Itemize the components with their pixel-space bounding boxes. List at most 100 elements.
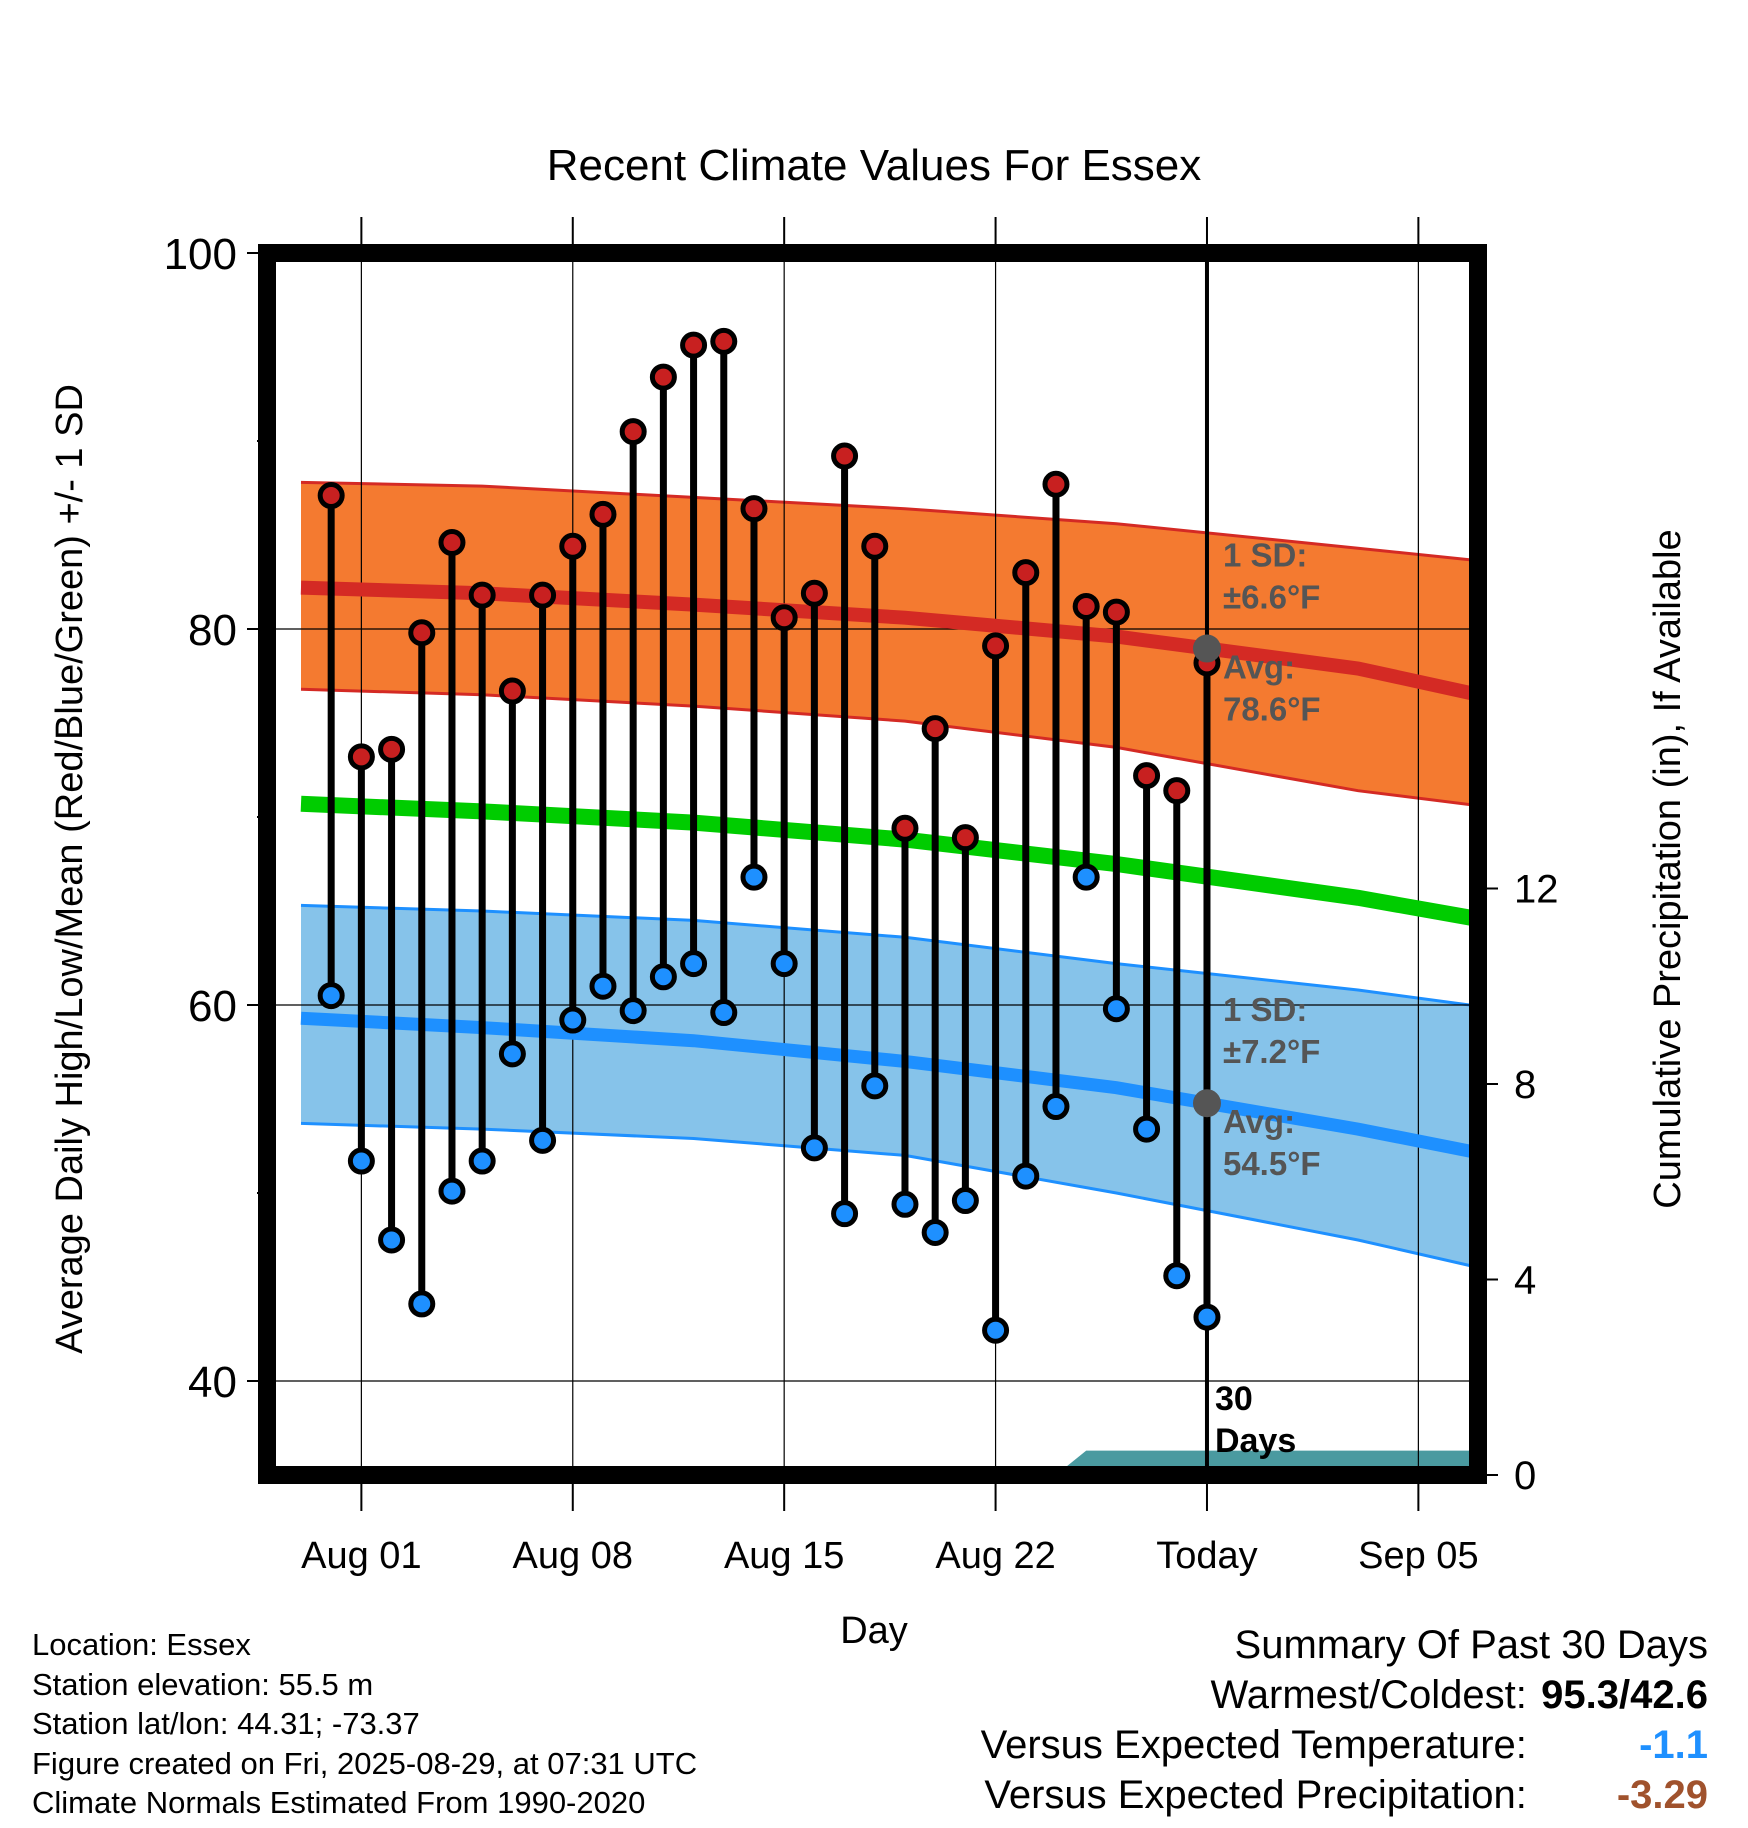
daily-high-point <box>619 418 647 446</box>
x-tick-label: Today <box>1156 1535 1257 1577</box>
daily-high-point <box>498 677 526 705</box>
y2-tick-label: 12 <box>1514 867 1559 911</box>
y-tick-label: 80 <box>188 606 237 655</box>
temp-label: Versus Expected Temperature: <box>980 1723 1527 1767</box>
daily-high-point <box>529 581 557 609</box>
y-axis-label: Average Daily High/Low/Mean (Red/Blue/Gr… <box>49 384 91 1354</box>
high-avg-annotation-value: 78.6°F <box>1223 691 1321 728</box>
daily-low-point <box>831 1200 859 1228</box>
daily-high-point <box>982 632 1010 660</box>
daily-low-point <box>710 999 738 1027</box>
high-sd-upper-edge <box>300 480 1478 563</box>
x-tick-label: Aug 08 <box>513 1535 633 1577</box>
daily-low-point <box>1133 1115 1161 1143</box>
summary-title: Summary Of Past 30 Days <box>1234 1623 1708 1667</box>
plot-area: 1 SD: ±6.6°F Avg: 78.6°F 1 SD: ±7.2°F Avg: 54.5… <box>164 217 1559 1577</box>
daily-low-point <box>740 863 768 891</box>
daily-high-point <box>861 532 889 560</box>
daily-low-point <box>438 1177 466 1205</box>
today-normal-high-dot <box>1192 634 1221 663</box>
chart-title: Recent Climate Values For Essex <box>547 141 1202 190</box>
daily-high-point <box>1133 762 1161 790</box>
daily-high-point <box>1163 777 1191 805</box>
y2-tick-label: 0 <box>1514 1454 1536 1498</box>
daily-high-point <box>649 363 677 391</box>
daily-high-point <box>589 500 617 528</box>
daily-high-point <box>317 482 345 510</box>
daily-low-point <box>951 1187 979 1215</box>
low-sd-band <box>301 905 1478 1268</box>
daily-low-point <box>1042 1093 1070 1121</box>
daily-high-point <box>680 331 708 359</box>
summary-panel: Summary Of Past 30 Days Warmest/Coldest:… <box>981 1620 1708 1820</box>
today-days-number: 30 <box>1215 1380 1253 1418</box>
daily-high-point <box>831 442 859 470</box>
precip-label: Versus Expected Precipitation: <box>984 1773 1527 1817</box>
daily-low-point <box>1102 995 1130 1023</box>
station-elevation: Station elevation: 55.5 m <box>32 1666 374 1702</box>
normals-period: Climate Normals Estimated From 1990-2020 <box>32 1785 646 1820</box>
daily-high-point <box>800 579 828 607</box>
y-tick-label: 40 <box>188 1358 237 1407</box>
daily-low-point <box>408 1290 436 1318</box>
daily-high-point <box>468 581 496 609</box>
daily-high-point <box>438 529 466 557</box>
today-days-word: Days <box>1215 1422 1296 1460</box>
daily-low-point <box>498 1040 526 1068</box>
low-avg-annotation-value: 54.5°F <box>1223 1145 1321 1182</box>
warm-cold-value: 95.3/42.6 <box>1541 1673 1708 1717</box>
daily-high-point <box>559 532 587 560</box>
x-tick-label: Aug 15 <box>724 1535 844 1577</box>
daily-low-point <box>982 1316 1010 1344</box>
summary-temp-row: Versus Expected Temperature: -1.1 <box>981 1720 1708 1770</box>
daily-low-point <box>1163 1262 1191 1290</box>
daily-low-point <box>1072 863 1100 891</box>
y2-axis-label: Cumulative Precipitation (in), If Availa… <box>1647 529 1689 1208</box>
daily-low-point <box>1193 1303 1221 1331</box>
daily-low-point <box>921 1218 949 1246</box>
y2-tick-label: 8 <box>1514 1063 1536 1107</box>
warm-cold-label: Warmest/Coldest: <box>1210 1673 1527 1717</box>
daily-low-point <box>559 1006 587 1034</box>
daily-high-point <box>1042 470 1070 498</box>
temp-value: -1.1 <box>1639 1723 1708 1767</box>
daily-high-point <box>1102 598 1130 626</box>
daily-high-point <box>710 327 738 355</box>
daily-high-point <box>347 743 375 771</box>
y-tick-label: 60 <box>188 982 237 1031</box>
daily-high-point <box>770 604 798 632</box>
daily-high-point <box>740 495 768 523</box>
low-sd-annotation-label: 1 SD: <box>1223 991 1307 1028</box>
x-tick-label: Aug 22 <box>935 1535 1055 1577</box>
figure-created: Figure created on Fri, 2025-08-29, at 07… <box>32 1745 698 1781</box>
daily-low-point <box>589 972 617 1000</box>
daily-high-point <box>891 814 919 842</box>
today-normal-low-dot <box>1192 1089 1221 1118</box>
daily-high-point <box>378 735 406 763</box>
daily-low-point <box>347 1147 375 1175</box>
x-tick-label: Aug 01 <box>301 1535 421 1577</box>
daily-low-point <box>800 1134 828 1162</box>
daily-high-point <box>951 824 979 852</box>
station-location: Location: Essex <box>32 1627 251 1662</box>
daily-high-point <box>1012 559 1040 587</box>
daily-low-point <box>529 1126 557 1154</box>
daily-low-point <box>891 1190 919 1218</box>
high-sd-band <box>301 482 1478 806</box>
station-info: Location: Essex Station elevation: 55.5 … <box>32 1625 697 1823</box>
y-tick-label: 100 <box>164 230 237 279</box>
daily-high-point <box>921 715 949 743</box>
summary-warm-cold-row: Warmest/Coldest: 95.3/42.6 <box>981 1670 1709 1720</box>
plot-content: 1 SD: ±6.6°F Avg: 78.6°F 1 SD: ±7.2°F Avg: 54.5… <box>267 253 1478 1475</box>
x-tick-label: Sep 05 <box>1358 1535 1478 1577</box>
daily-low-point <box>680 950 708 978</box>
high-sd-annotation-value: ±6.6°F <box>1223 579 1320 616</box>
high-avg-annotation-label: Avg: <box>1223 649 1295 686</box>
daily-low-point <box>317 982 345 1010</box>
station-latlon: Station lat/lon: 44.31; -73.37 <box>32 1706 420 1741</box>
daily-low-point <box>619 997 647 1025</box>
high-sd-annotation-label: 1 SD: <box>1223 537 1307 574</box>
summary-precip-row: Versus Expected Precipitation: -3.29 <box>981 1770 1708 1820</box>
daily-high-point <box>1072 592 1100 620</box>
plot-frame <box>258 244 1487 1484</box>
